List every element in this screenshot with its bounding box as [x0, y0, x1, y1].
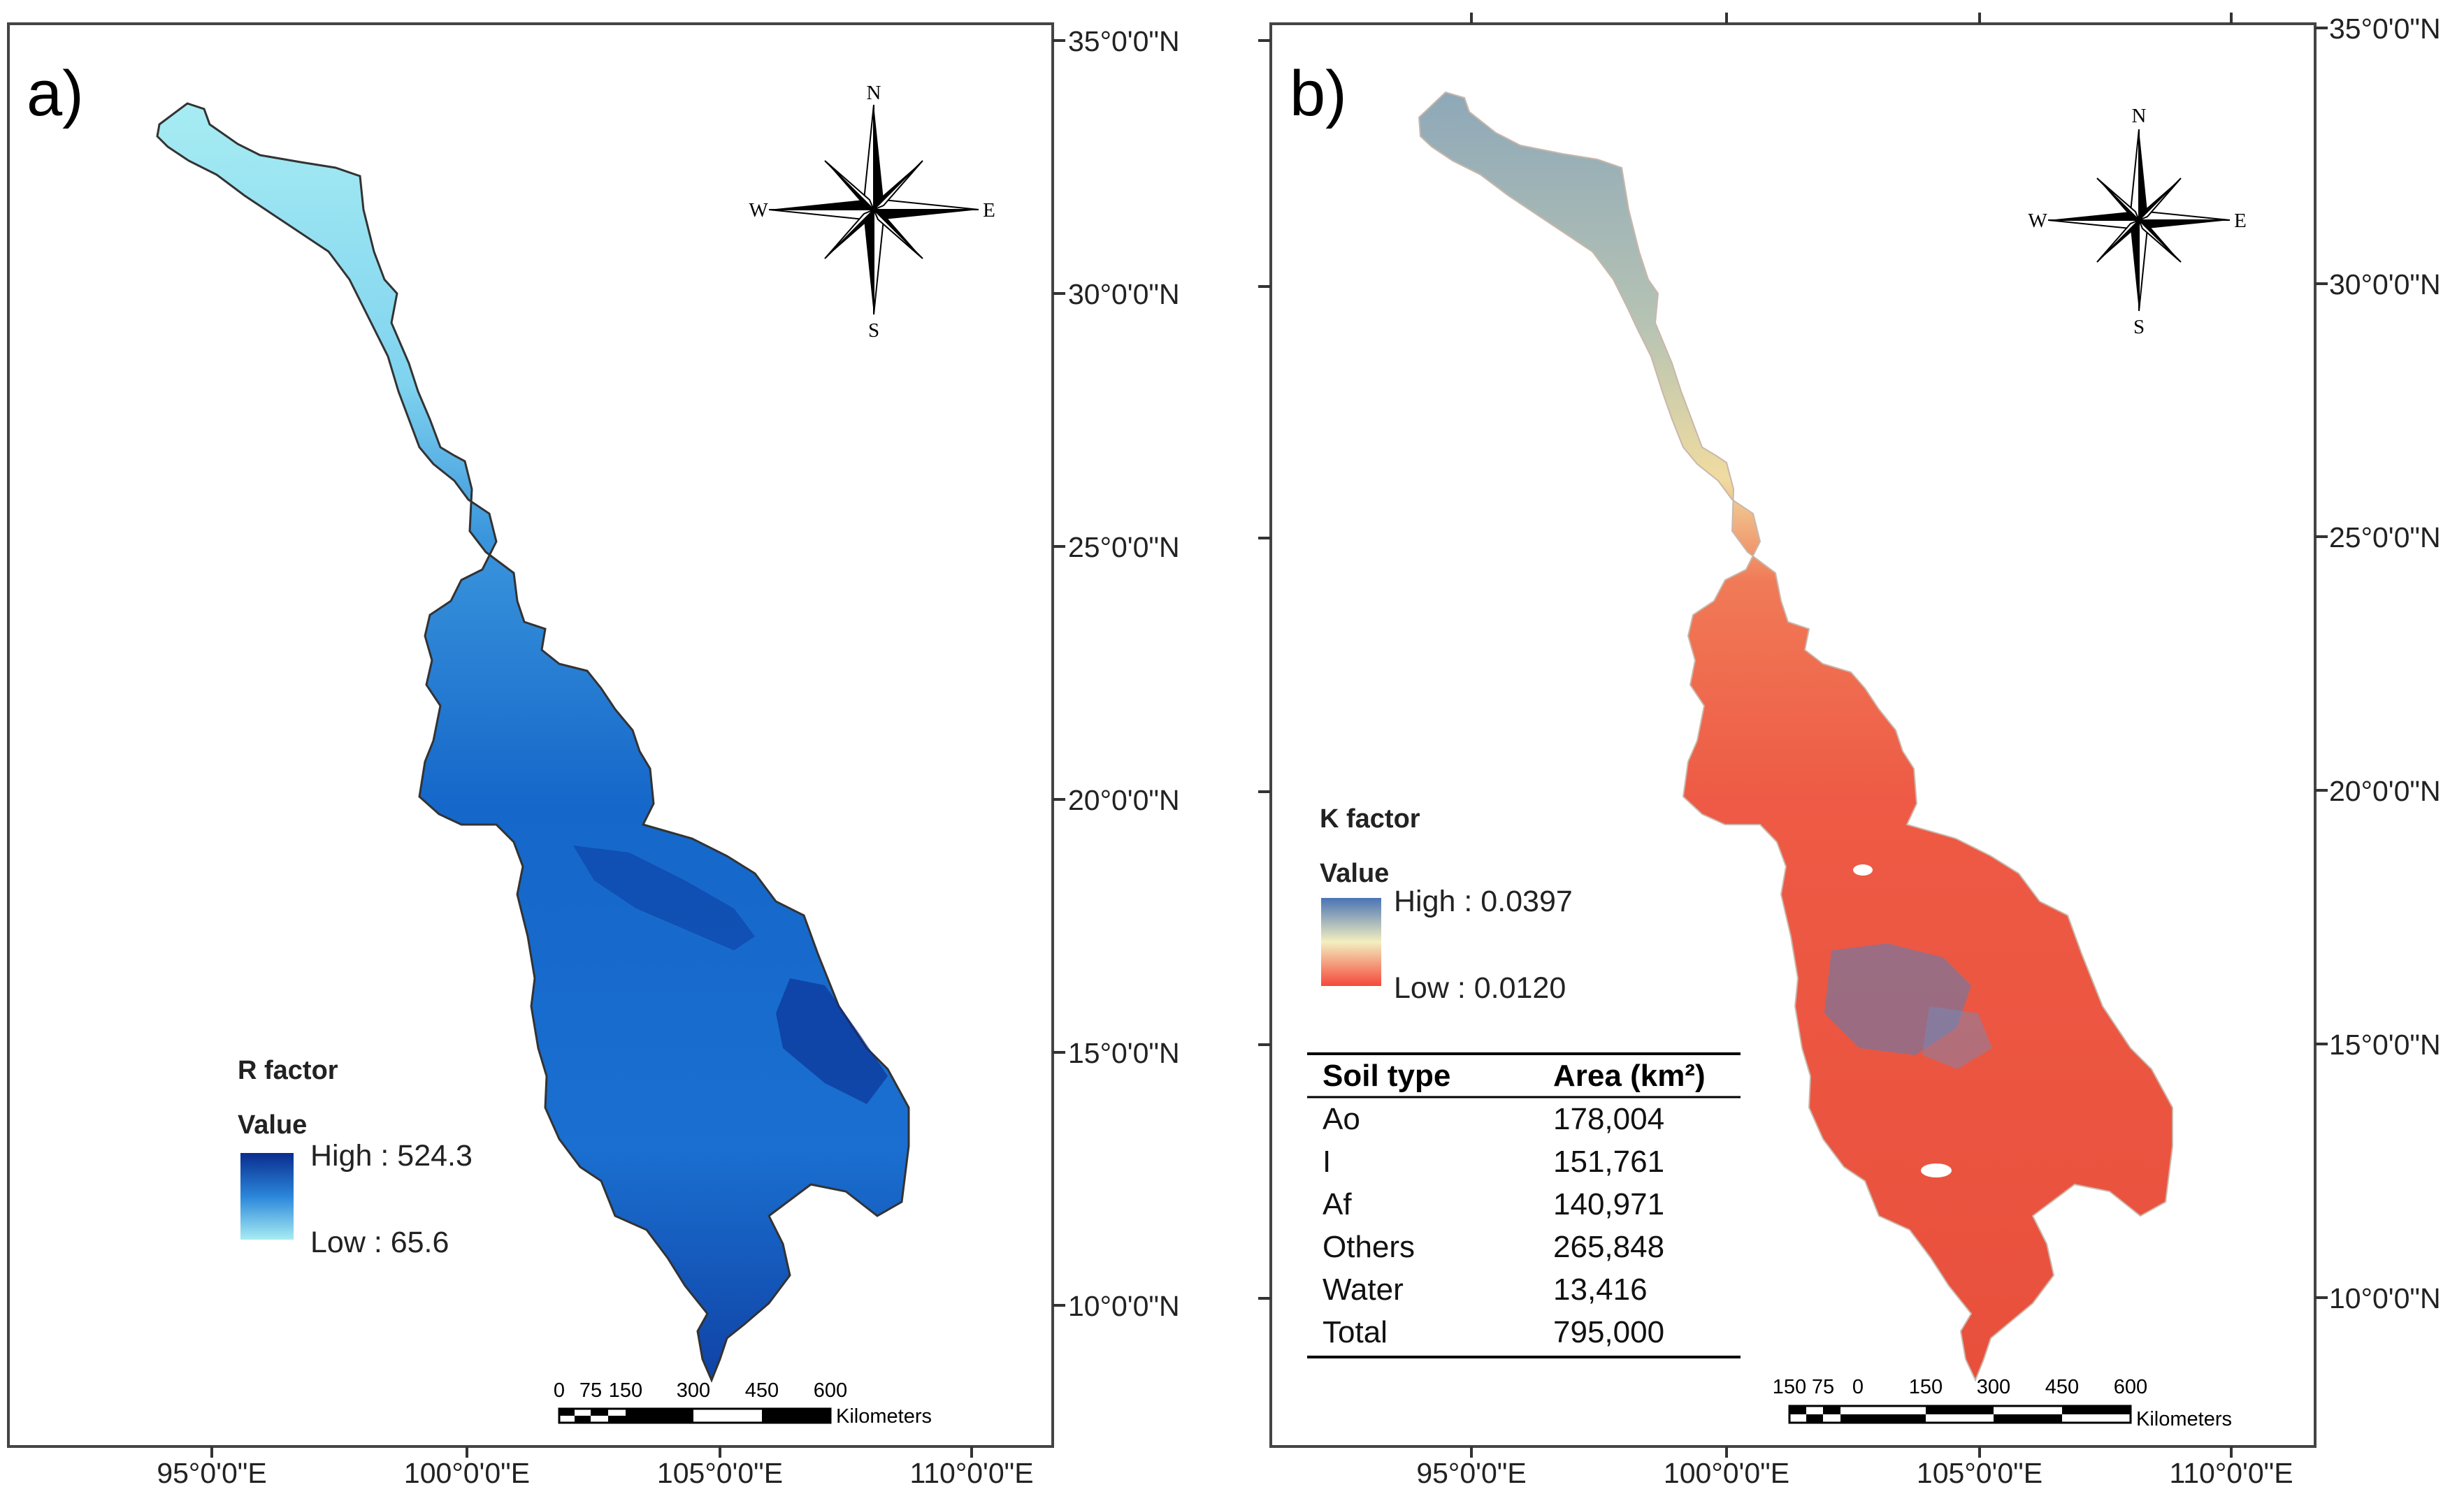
panel-b-lat-label-15: 15°0'0"N — [2329, 1029, 2441, 1061]
compass-rose-a: N S E W — [749, 82, 995, 342]
panel-b-lon-label-100: 100°0'0"E — [1664, 1457, 1789, 1489]
legend-a: R factor Value High : 524.3 Low : 65.6 — [238, 1056, 473, 1259]
compass-a-n: N — [867, 82, 881, 104]
compass-b-n: N — [2132, 105, 2147, 127]
soil-row-type: I — [1323, 1145, 1331, 1179]
compass-b-w: W — [2028, 210, 2047, 232]
panel-a-lat-label-20: 20°0'0"N — [1068, 784, 1180, 816]
panel-b-lat-label-30: 30°0'0"N — [2329, 268, 2441, 300]
panel-b-high-k-zone — [1824, 943, 1971, 1055]
compass-a-s: S — [868, 319, 879, 342]
panel-a-lat-label-15: 15°0'0"N — [1068, 1037, 1180, 1069]
scale-a-tick-0: 0 — [554, 1379, 565, 1402]
soil-row-area: 265,848 — [1553, 1230, 1664, 1264]
soil-row-area: 178,004 — [1553, 1102, 1664, 1136]
legend-a-low: Low : 65.6 — [310, 1226, 449, 1259]
scale-a-unit: Kilometers — [836, 1405, 932, 1428]
panel-b-lat-label-35: 35°0'0"N — [2329, 13, 2441, 45]
compass-b-s: S — [2133, 316, 2145, 338]
scale-b-tick-75: 75 — [1812, 1376, 1834, 1398]
panel-a-basin-map — [156, 102, 910, 1383]
panel-a-label: a) — [27, 58, 84, 129]
legend-b: K factor Value High : 0.0397 Low : 0.012… — [1320, 804, 1573, 1005]
soil-table-header-area: Area (km²) — [1553, 1059, 1706, 1093]
soil-row-type: Others — [1323, 1230, 1415, 1264]
scale-b-tick-0: 0 — [1852, 1376, 1864, 1398]
panel-a-lat-label-25: 25°0'0"N — [1068, 531, 1180, 563]
panel-b-water-body — [1921, 1163, 1952, 1177]
legend-a-subtitle: Value — [238, 1110, 307, 1140]
legend-b-subtitle: Value — [1320, 859, 1389, 888]
panel-a-lon-ticks — [210, 1446, 973, 1458]
legend-a-title: R factor — [238, 1056, 338, 1085]
compass-b-e: E — [2234, 210, 2247, 232]
panel-a-lon-label-110: 110°0'0"E — [909, 1457, 1033, 1489]
panel-a-lon-label-95: 95°0'0"E — [157, 1457, 266, 1489]
soil-row-area: 151,761 — [1553, 1145, 1664, 1179]
legend-b-title: K factor — [1320, 804, 1420, 834]
soil-row-type: Total — [1323, 1315, 1388, 1349]
scale-b-tick-600: 600 — [2114, 1376, 2147, 1398]
panel-b-lon-label-95: 95°0'0"E — [1416, 1457, 1526, 1489]
panel-b-basin-map — [1418, 91, 2173, 1382]
scale-bar-b: 150 75 0 150 300 450 600 Kilometers — [1773, 1376, 2232, 1430]
panel-b-lon-label-105: 105°0'0"E — [1917, 1457, 2042, 1489]
scale-a-tick-300: 300 — [677, 1379, 710, 1402]
compass-a-e: E — [983, 199, 995, 222]
panel-a-lon-label-100: 100°0'0"E — [404, 1457, 530, 1489]
scale-bar-a: 0 75 150 300 450 600 Kilometers — [554, 1379, 932, 1428]
panel-a-lat-label-10: 10°0'0"N — [1068, 1290, 1180, 1322]
panel-b-lat-label-10: 10°0'0"N — [2329, 1282, 2441, 1314]
panel-a: 35°0'0"N 30°0'0"N 25°0'0"N 20°0'0"N 15°0… — [7, 22, 1180, 1489]
panel-a-lat-label-35: 35°0'0"N — [1068, 25, 1180, 57]
panel-a-lat-ticks — [1053, 39, 1065, 1307]
soil-row-type: Ao — [1323, 1102, 1360, 1136]
soil-row-type: Water — [1323, 1272, 1404, 1307]
soil-row-area: 140,971 — [1553, 1187, 1664, 1221]
scale-b-unit: Kilometers — [2136, 1408, 2232, 1430]
legend-a-high: High : 524.3 — [310, 1139, 473, 1173]
panel-a-lon-label-105: 105°0'0"E — [657, 1457, 783, 1489]
panel-a-high-intensity-zone — [573, 846, 755, 950]
panel-b-left-ticks — [1258, 39, 1271, 1300]
panel-b-water-body-2 — [1853, 864, 1873, 876]
scale-b-tick-450: 450 — [2045, 1376, 2079, 1398]
compass-a-w: W — [749, 199, 768, 222]
panel-b-lat-label-20: 20°0'0"N — [2329, 775, 2441, 807]
scale-b-tick-300: 300 — [1977, 1376, 2010, 1398]
panel-b: 35°0'0"N 30°0'0"N 25°0'0"N 20°0'0"N 15°0… — [1258, 13, 2441, 1489]
panel-b-lat-ticks — [2315, 27, 2328, 1299]
legend-b-color-ramp — [1321, 898, 1381, 986]
panel-b-lon-label-110: 110°0'0"E — [2169, 1457, 2293, 1489]
panel-b-lat-label-25: 25°0'0"N — [2329, 521, 2441, 553]
legend-b-low: Low : 0.0120 — [1394, 971, 1566, 1005]
scale-b-tick-150l: 150 — [1773, 1376, 1806, 1398]
soil-type-table: Soil type Area (km²) Ao 178,004 I 151,76… — [1307, 1052, 1741, 1358]
soil-row-area: 13,416 — [1553, 1272, 1648, 1307]
scale-a-tick-600: 600 — [814, 1379, 847, 1402]
panel-a-lat-label-30: 30°0'0"N — [1068, 278, 1180, 310]
panel-b-top-ticks — [1470, 13, 2233, 24]
panel-a-high-intensity-zone-2 — [776, 978, 888, 1104]
soil-table-header-type: Soil type — [1323, 1059, 1450, 1093]
panel-b-high-k-zone-2 — [1922, 1006, 1992, 1069]
panel-b-lon-ticks — [1470, 1446, 2233, 1458]
soil-row-area: 795,000 — [1553, 1315, 1664, 1349]
scale-b-tick-150: 150 — [1909, 1376, 1943, 1398]
legend-b-high: High : 0.0397 — [1394, 885, 1573, 918]
compass-rose-b: N S E W — [2028, 105, 2247, 338]
soil-row-type: Af — [1323, 1187, 1352, 1221]
panel-b-label: b) — [1290, 58, 1347, 129]
scale-a-tick-75: 75 — [579, 1379, 602, 1402]
scale-a-tick-150: 150 — [609, 1379, 642, 1402]
scale-a-tick-450: 450 — [745, 1379, 779, 1402]
legend-a-color-ramp — [240, 1153, 294, 1240]
